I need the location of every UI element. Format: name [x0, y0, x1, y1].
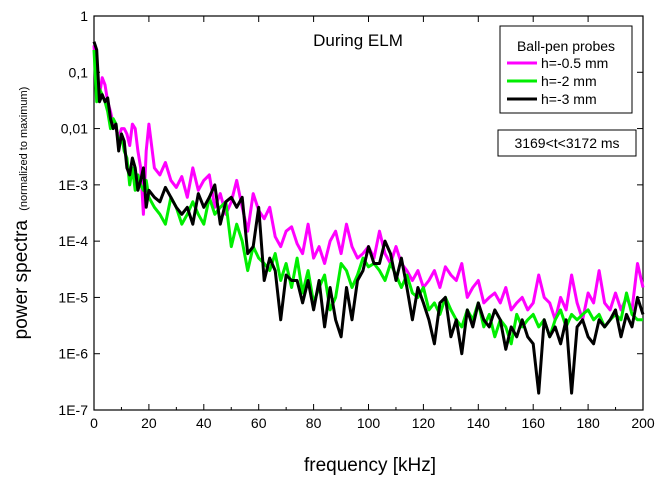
- x-tick-label: 40: [196, 415, 212, 431]
- x-tick-label: 60: [251, 415, 267, 431]
- x-axis-title: frequency [kHz]: [304, 455, 436, 476]
- legend-label: h=-3 mm: [541, 91, 597, 107]
- x-axis: 0 20 40 60 80 100 120 140 160 180 200: [90, 16, 655, 431]
- y-axis-title: power spectra (normalized to maximum): [11, 87, 32, 340]
- series-line-3: [92, 41, 645, 395]
- time-window-label: 3169<t<3172 ms: [514, 135, 619, 151]
- time-window-box: 3169<t<3172 ms: [497, 129, 637, 157]
- y-tick-label: 1: [80, 8, 88, 24]
- x-tick-label: 20: [141, 415, 157, 431]
- x-tick-label: 120: [412, 415, 436, 431]
- y-tick-label: 0,1: [69, 64, 89, 80]
- legend-label: h=-2 mm: [541, 73, 597, 89]
- legend: Ball-pen probes h=-0.5 mm h=-2 mm h=-3 mm: [499, 25, 633, 114]
- x-tick-label: 200: [631, 415, 655, 431]
- x-tick-label: 180: [576, 415, 600, 431]
- y-axis-title-main: power spectra: [11, 220, 32, 340]
- y-tick-label: 1E-6: [58, 346, 88, 362]
- x-tick-label: 80: [306, 415, 322, 431]
- y-tick-label: 1E-5: [58, 289, 88, 305]
- y-tick-label: 1E-3: [58, 177, 88, 193]
- x-tick-label: 140: [467, 415, 491, 431]
- time-window-frame: [497, 129, 637, 157]
- series-layer: [92, 41, 645, 395]
- chart-annotation: During ELM: [313, 31, 403, 50]
- x-tick-label: 100: [357, 415, 381, 431]
- legend-title: Ball-pen probes: [517, 38, 615, 54]
- x-tick-label: 160: [522, 415, 546, 431]
- y-tick-label: 1E-7: [58, 402, 88, 418]
- legend-label: h=-0.5 mm: [541, 55, 608, 71]
- y-tick-label: 0,01: [61, 121, 88, 137]
- y-tick-label: 1E-4: [58, 233, 88, 249]
- y-axis: 1 0,1 0,01 1E-3 1E-4 1E-5 1E-6 1E-7: [58, 8, 643, 418]
- x-tick-label: 0: [90, 415, 98, 431]
- y-axis-title-sub: (normalized to maximum): [18, 87, 30, 211]
- legend-items: h=-0.5 mm h=-2 mm h=-3 mm: [507, 55, 608, 107]
